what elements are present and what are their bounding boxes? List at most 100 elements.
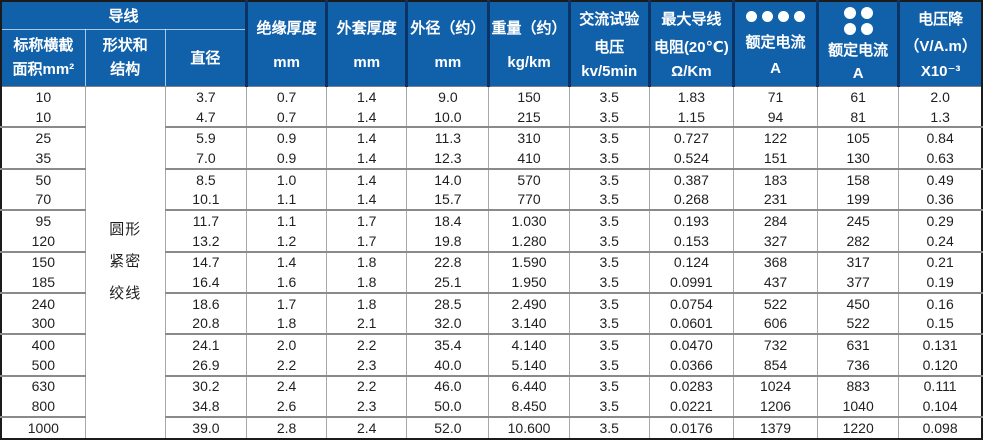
column-header-label: 额定电流 — [745, 33, 806, 51]
cell-max_resistance: 0.153 — [648, 230, 734, 253]
cell-area: 70 — [1, 189, 86, 212]
cell-sheath: 1.8 — [326, 272, 407, 294]
cell-diameter: 16.4 — [164, 272, 247, 294]
cell-weight: 410 — [488, 148, 570, 170]
cell-diameter: 5.9 — [164, 127, 247, 149]
cell-sheath: 1.4 — [326, 86, 407, 107]
cell-outer_diameter: 40.0 — [406, 354, 489, 377]
cell-insulation: 0.9 — [245, 148, 327, 170]
cell-sheath: 2.1 — [326, 313, 407, 336]
cell-outer_diameter: 9.0 — [406, 86, 489, 107]
cell-ac_test_voltage: 3.5 — [568, 251, 650, 273]
four-dots-row-icon — [746, 10, 806, 22]
cell-rated_current_2: 199 — [817, 189, 899, 212]
cell-insulation: 1.1 — [245, 210, 327, 231]
column-header-rated-current-2: 额定电流 A — [816, 1, 899, 87]
cell-ac_test_voltage: 3.5 — [568, 417, 650, 439]
column-header-label: 外套厚度 — [336, 20, 397, 38]
cell-area: 800 — [1, 396, 86, 418]
four-dots-grid-icon — [843, 6, 873, 35]
column-header-label: 绝缘厚度 — [256, 20, 317, 38]
cell-voltage_drop: 0.36 — [898, 189, 982, 212]
cell-rated_current_2: 130 — [817, 148, 899, 170]
cell-insulation: 2.2 — [245, 354, 327, 377]
cell-rated_current_1: 71 — [732, 86, 818, 107]
column-header-label: 电压降 — [918, 11, 964, 28]
cell-outer_diameter: 18.4 — [406, 210, 489, 231]
table-row: 10 圆形 紧密 绞线 3.7 0.7 1.4 9.0 150 3.5 1.83 71 61 2.0 — [1, 86, 982, 439]
cell-diameter: 24.1 — [164, 334, 247, 355]
table-row: 25 5.9 0.9 1.4 11.3 310 3.5 0.727 122 105 0.84 — [1, 127, 982, 149]
cell-diameter: 26.9 — [164, 354, 247, 377]
cell-rated_current_2: 158 — [817, 168, 899, 190]
cell-weight: 1.950 — [488, 272, 570, 294]
column-header-unit: Ω/Km — [671, 62, 712, 80]
cell-voltage_drop: 0.19 — [898, 272, 982, 294]
table-body: 10 圆形 紧密 绞线 3.7 0.7 1.4 9.0 150 3.5 1.83 71 61 2.0 10 4… — [1, 86, 982, 439]
cell-area: 10 — [1, 86, 86, 107]
cell-ac_test_voltage: 3.5 — [568, 189, 650, 212]
column-header-label: 形状和 — [102, 36, 148, 54]
table-row: 240 18.6 1.7 1.8 28.5 2.490 3.5 0.0754 522 450 0.1… — [1, 292, 982, 314]
column-header-outer-diameter: 外径（约） mm — [405, 1, 489, 87]
cell-weight: 770 — [488, 189, 570, 212]
cell-outer_diameter: 12.3 — [406, 148, 489, 170]
cell-diameter: 13.2 — [164, 230, 247, 253]
cell-diameter: 39.0 — [164, 417, 247, 439]
cell-max_resistance: 1.83 — [648, 86, 734, 107]
table-row: 150 14.7 1.4 1.8 22.8 1.590 3.5 0.124 368 317 0.21 — [1, 251, 982, 273]
cell-max_resistance: 0.0601 — [648, 313, 734, 336]
cell-area: 1000 — [1, 417, 86, 439]
cell-ac_test_voltage: 3.5 — [568, 148, 650, 170]
cell-rated_current_1: 368 — [732, 251, 818, 273]
cell-weight: 8.450 — [488, 396, 570, 418]
cell-voltage_drop: 0.24 — [898, 230, 982, 253]
column-header-sheath-thickness: 外套厚度 mm — [325, 1, 407, 87]
table-row: 35 7.0 0.9 1.4 12.3 410 3.5 0.524 151 130 0.63 — [1, 148, 982, 170]
cell-diameter: 14.7 — [164, 251, 247, 273]
cell-insulation: 0.7 — [245, 86, 327, 107]
cell-area: 185 — [1, 272, 86, 294]
cell-max_resistance: 0.124 — [648, 251, 734, 273]
cell-outer_diameter: 15.7 — [406, 189, 489, 212]
cell-ac_test_voltage: 3.5 — [568, 375, 650, 397]
cell-weight: 2.490 — [488, 292, 570, 314]
cell-voltage_drop: 0.15 — [898, 313, 982, 336]
column-header-unit: kg/km — [507, 53, 551, 71]
cell-max_resistance: 0.0176 — [648, 417, 734, 439]
cell-diameter: 20.8 — [164, 313, 247, 336]
cell-ac_test_voltage: 3.5 — [568, 272, 650, 294]
cell-outer_diameter: 50.0 — [406, 396, 489, 418]
cell-ac_test_voltage: 3.5 — [568, 106, 650, 129]
cell-max_resistance: 1.15 — [648, 106, 734, 129]
cell-outer_diameter: 52.0 — [406, 417, 489, 439]
cell-rated_current_2: 522 — [817, 313, 899, 336]
cell-insulation: 2.0 — [245, 334, 327, 355]
cell-voltage_drop: 2.0 — [898, 86, 982, 107]
cell-area: 95 — [1, 210, 86, 231]
cell-ac_test_voltage: 3.5 — [568, 210, 650, 231]
cell-rated_current_2: 883 — [817, 375, 899, 397]
cell-voltage_drop: 1.3 — [898, 106, 982, 129]
cell-ac_test_voltage: 3.5 — [568, 86, 650, 107]
table-row: 70 10.1 1.1 1.4 15.7 770 3.5 0.268 231 199 0.36 — [1, 189, 982, 212]
cell-rated_current_2: 105 — [817, 127, 899, 149]
cell-insulation: 1.7 — [245, 292, 327, 314]
cell-sheath: 2.2 — [326, 334, 407, 355]
cell-max_resistance: 0.268 — [648, 189, 734, 212]
cell-voltage_drop: 0.63 — [898, 148, 982, 170]
column-header-label: 标称横截 — [13, 36, 74, 54]
cell-outer_diameter: 28.5 — [406, 292, 489, 314]
cell-diameter: 18.6 — [164, 292, 247, 314]
cell-weight: 4.140 — [488, 334, 570, 355]
cell-insulation: 2.4 — [245, 375, 327, 397]
cell-area: 120 — [1, 230, 86, 253]
cell-rated_current_1: 1206 — [732, 396, 818, 418]
column-header-unit: mm — [273, 53, 300, 71]
column-header-nominal-area: 标称横截 面积mm² — [1, 29, 86, 88]
cell-sheath: 1.4 — [326, 168, 407, 190]
cell-insulation: 1.6 — [245, 272, 327, 294]
cell-weight: 3.140 — [488, 313, 570, 336]
cell-ac_test_voltage: 3.5 — [568, 354, 650, 377]
